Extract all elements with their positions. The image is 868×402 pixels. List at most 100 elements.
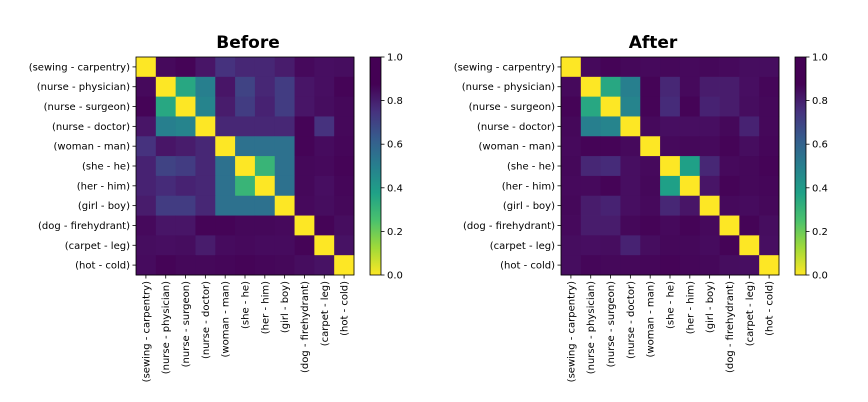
heatmap-cell	[640, 156, 661, 177]
heatmap-cell	[640, 96, 661, 117]
heatmap-cell	[759, 235, 780, 256]
heatmap-cell	[235, 57, 256, 78]
heatmap-cell	[136, 215, 157, 236]
x-tick-label: (nurse - surgeon)	[181, 281, 192, 367]
heatmap-cell	[660, 235, 681, 256]
heatmap-cell	[600, 116, 621, 137]
heatmap-cell	[334, 215, 355, 236]
heatmap-cell	[274, 235, 295, 256]
heatmap-cell	[679, 96, 701, 117]
heatmap-cell	[235, 116, 256, 137]
heatmap-cell	[719, 76, 740, 98]
heatmap-cell	[294, 136, 315, 157]
x-tick-label: (carpet - leg)	[745, 281, 756, 346]
heatmap-cell	[699, 235, 720, 256]
heatmap-cell	[215, 195, 236, 216]
heatmap-cell	[294, 76, 315, 98]
heatmap-cell	[620, 235, 641, 256]
heatmap-cell	[739, 215, 760, 236]
heatmap-cell	[155, 57, 177, 78]
y-tick-labels-after: (sewing - carpentry) (nurse - physician) (…	[454, 62, 561, 272]
heatmap-cell	[580, 96, 602, 117]
heatmap-cell	[274, 96, 295, 117]
heatmap-cell	[254, 175, 276, 197]
heatmap-cell	[679, 57, 701, 78]
heatmap-cell	[314, 175, 335, 197]
heatmap-cell	[175, 175, 196, 197]
colorbar-tick-label: 0.6	[387, 140, 403, 151]
heatmap-cell	[620, 136, 641, 157]
heatmap-cell	[195, 116, 216, 137]
colorbar-tick-label: 0.8	[387, 96, 403, 107]
x-tick-label: (she - he)	[241, 281, 252, 329]
heatmap-cell	[274, 175, 295, 197]
x-tick-label: (carpet - leg)	[320, 281, 331, 346]
heatmap-cell	[334, 156, 355, 177]
heatmap-cell	[175, 76, 196, 98]
colorbar-ticks-after: 0.0 0.2 0.4 0.6 0.8 1.0	[806, 53, 828, 282]
heatmap-cell	[175, 57, 196, 78]
colorbar-tick-label: 0.0	[812, 271, 828, 282]
heatmap-cell	[759, 76, 780, 98]
x-tick-label: (her - him)	[685, 281, 696, 334]
chart-title-before: Before	[216, 33, 279, 53]
heatmap-cell	[739, 116, 760, 137]
heatmap-cell	[600, 235, 621, 256]
y-tick-label: (dog - firehydrant)	[38, 221, 130, 232]
x-tick-label: (hot - cold)	[340, 281, 351, 336]
x-tick-label: (nurse - physician)	[586, 281, 597, 374]
heatmap-cell	[640, 136, 661, 157]
colorbar-tick-label: 1.0	[387, 53, 403, 64]
heatmap-cell	[561, 175, 582, 197]
y-tick-label: (woman - man)	[54, 142, 131, 153]
heatmap-cell	[660, 255, 681, 276]
heatmap-cell	[600, 156, 621, 177]
heatmap-cell	[620, 156, 641, 177]
heatmap-cell	[759, 255, 780, 276]
heatmap-cell	[600, 175, 621, 197]
heatmap-cell	[294, 255, 315, 276]
heatmap-cell	[136, 96, 157, 117]
heatmap-cell	[660, 175, 681, 197]
heatmap-cell	[620, 76, 641, 98]
heatmap-cell	[739, 96, 760, 117]
heatmap-cell	[679, 235, 701, 256]
x-tick-label: (sewing - carpentry)	[566, 281, 577, 382]
heatmap-cell	[155, 136, 177, 157]
heatmap-cell	[759, 116, 780, 137]
y-tick-label: (nurse - surgeon)	[44, 102, 130, 113]
heatmap-cell	[274, 156, 295, 177]
heatmap-cell	[580, 175, 602, 197]
heatmap-cell	[314, 96, 335, 117]
heatmap-cell	[314, 255, 335, 276]
heatmap-cell	[215, 57, 236, 78]
x-tick-label: (she - he)	[666, 281, 677, 329]
heatmap-cell	[314, 116, 335, 137]
heatmap-cell	[759, 175, 780, 197]
heatmap-cell	[274, 116, 295, 137]
heatmap-cell	[660, 195, 681, 216]
heatmap-cell	[719, 156, 740, 177]
heatmap-cell	[699, 175, 720, 197]
heatmap-cell	[195, 96, 216, 117]
x-tick-label: (woman - man)	[646, 281, 657, 358]
heatmap-cell	[294, 156, 315, 177]
colorbar-before: 0.0 0.2 0.4 0.6 0.8 1.0	[369, 53, 403, 282]
heatmap-cell	[620, 96, 641, 117]
heatmap-cell	[620, 215, 641, 236]
heatmap-cell	[739, 76, 760, 98]
colorbar-tick-label: 0.6	[812, 140, 828, 151]
heatmap-cell	[679, 215, 701, 236]
heatmap-cell	[314, 156, 335, 177]
y-tick-label: (nurse - doctor)	[477, 122, 555, 133]
heatmap-cell	[155, 175, 177, 197]
heatmap-cell	[719, 116, 740, 137]
heatmap-cell	[274, 76, 295, 98]
heatmap-cell	[155, 96, 177, 117]
x-tick-labels-after: (sewing - carpentry) (nurse - physician) (…	[566, 275, 776, 382]
heatmap-cell	[334, 96, 355, 117]
heatmap-cell	[719, 175, 740, 197]
heatmap-cell	[175, 195, 196, 216]
y-tick-label: (her - him)	[77, 181, 130, 192]
colorbar-frame-before	[369, 56, 382, 276]
